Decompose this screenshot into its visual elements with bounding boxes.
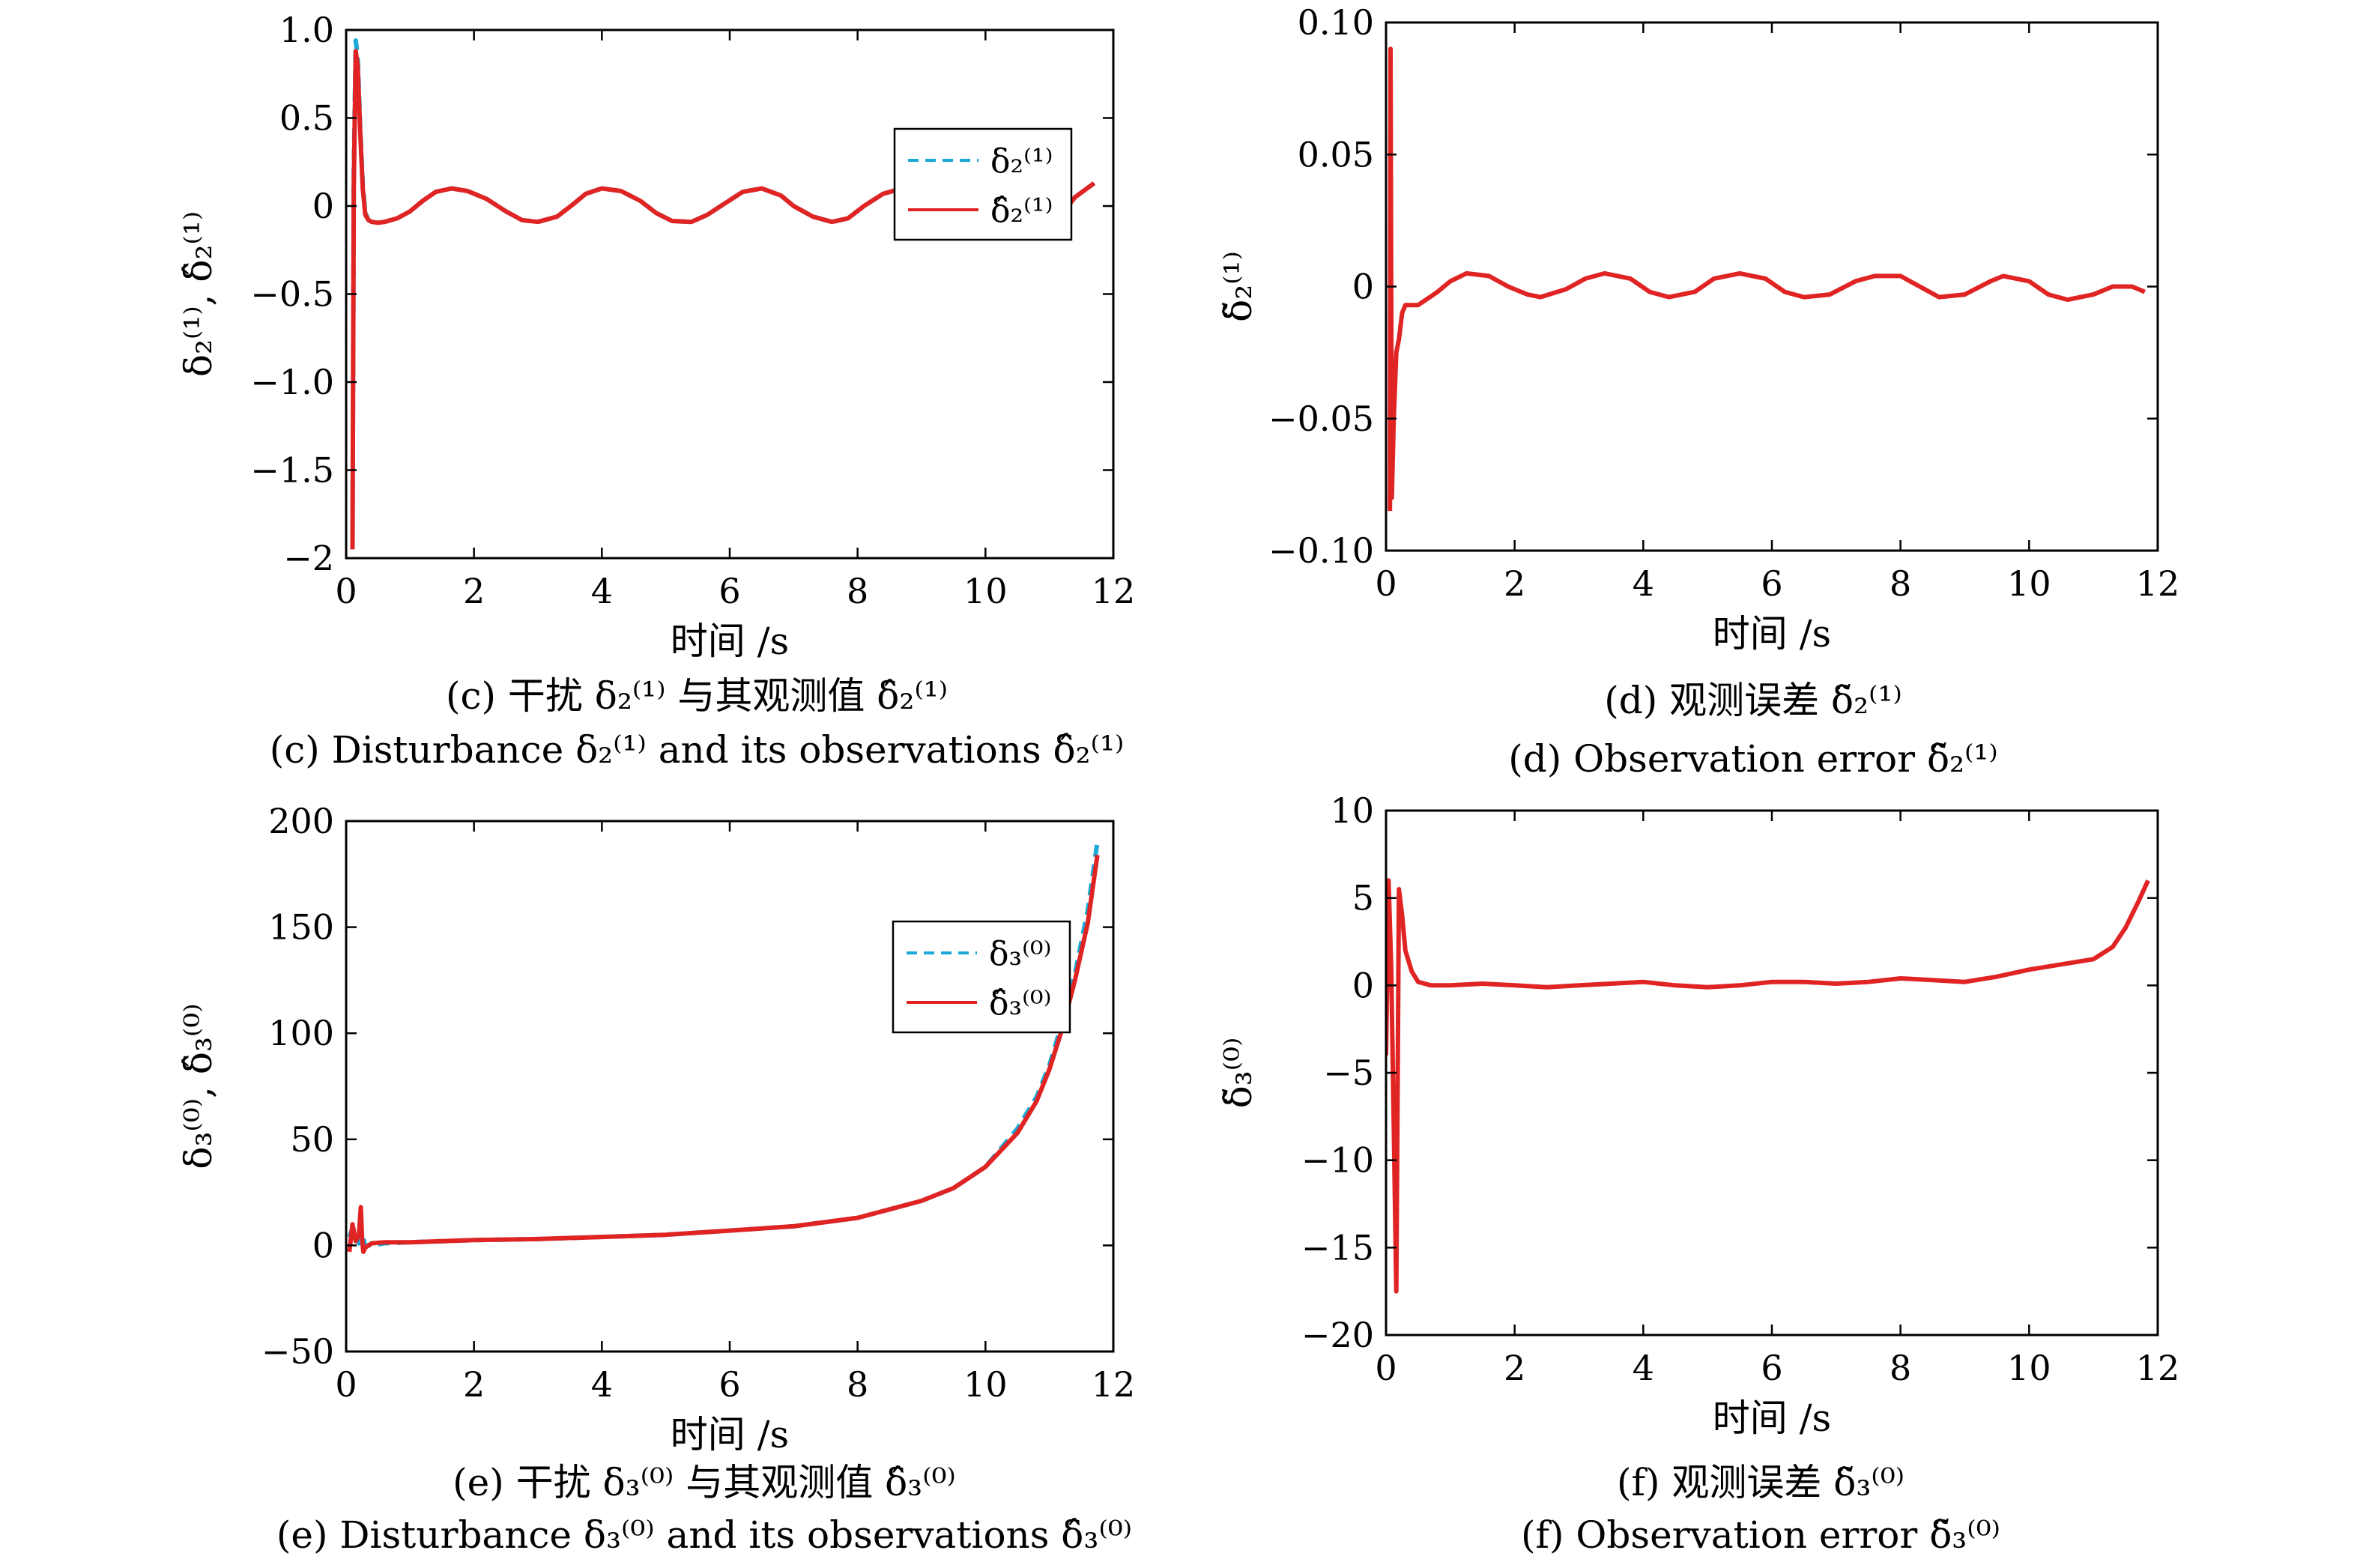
legend-box xyxy=(893,127,1073,241)
x-tick-label: 4 xyxy=(591,571,613,611)
y-tick-label: −1.5 xyxy=(250,450,334,491)
y-tick-label: −0.05 xyxy=(1268,399,1374,439)
y-tick-label: 100 xyxy=(268,1013,334,1053)
x-tick-label: 4 xyxy=(591,1364,613,1405)
x-tick-label: 10 xyxy=(963,1364,1008,1405)
plot-frame xyxy=(345,28,1115,560)
x-tick-label: 12 xyxy=(2136,563,2180,604)
y-tick-label: 0 xyxy=(312,1225,334,1265)
y-tick-label: 1.0 xyxy=(279,10,334,50)
x-tick-label: 8 xyxy=(1889,563,1911,604)
panel-d: 0 2 4 6 8 10 12 0.10 0.05 0 −0.05 −0.10 时间 /s δ̃₂⁽¹⁾ xyxy=(1217,2,2179,656)
y-tick-label: 0.05 xyxy=(1298,134,1374,175)
x-tick-label: 2 xyxy=(1504,563,1525,604)
y-axis-label: δ̃₂⁽¹⁾ xyxy=(1217,251,1260,322)
panel-f: 0 2 4 6 8 10 12 10 5 0 −5 −10 −15 −20 时间 /s δ̃₃⁽⁰⁾ xyxy=(1217,790,2179,1440)
y-axis-label: δ̃₃⁽⁰⁾ xyxy=(1217,1038,1260,1109)
x-tick-label: 0 xyxy=(1375,563,1397,604)
y-tick-label: −10 xyxy=(1301,1140,1374,1181)
caption-f-cn: (f) 观测误差 δ̃₃⁽⁰⁾ xyxy=(1617,1461,1904,1504)
x-axis-label: 时间 /s xyxy=(1713,1396,1831,1440)
x-tick-label: 0 xyxy=(335,1364,357,1405)
plot-frame xyxy=(1385,809,2159,1337)
x-axis-label: 时间 /s xyxy=(671,620,789,663)
caption-c-cn: (c) 干扰 δ₂⁽¹⁾ 与其观测值 δ̂₂⁽¹⁾ xyxy=(446,674,948,718)
y-tick-label: −20 xyxy=(1301,1315,1374,1355)
x-tick-label: 4 xyxy=(1633,563,1654,604)
caption-c-en: (c) Disturbance δ₂⁽¹⁾ and its observatio… xyxy=(270,728,1125,772)
x-tick-label: 6 xyxy=(1761,1348,1782,1388)
x-tick-label: 2 xyxy=(1504,1348,1525,1388)
y-tick-label: 0 xyxy=(1352,267,1374,307)
x-tick-label: 10 xyxy=(2007,563,2051,604)
x-tick-label: 0 xyxy=(1375,1348,1397,1388)
series-line-true xyxy=(350,38,1096,550)
y-axis-label: δ₂⁽¹⁾, δ̂₂⁽¹⁾ xyxy=(177,211,220,377)
x-tick-label: 2 xyxy=(463,571,485,611)
x-tick-label: 12 xyxy=(2136,1348,2180,1388)
legend-label: δ̂₃⁽⁰⁾ xyxy=(989,984,1051,1023)
panel-c: 0 2 4 6 8 10 12 1.0 0.5 0 −0.5 −1.0 −1.5 −2 时间 /s δ₂⁽¹⁾… xyxy=(177,10,1135,663)
series-line-estimate xyxy=(1386,878,2150,1294)
y-tick-label: 50 xyxy=(290,1119,334,1160)
x-tick-label: 6 xyxy=(718,1364,740,1405)
plot-frame xyxy=(1385,21,2159,552)
x-tick-label: 10 xyxy=(963,571,1008,611)
x-tick-label: 12 xyxy=(1092,1364,1136,1405)
x-tick-label: 12 xyxy=(1092,571,1136,611)
legend-label: δ₃⁽⁰⁾ xyxy=(989,935,1051,973)
caption-d-en: (d) Observation error δ̃₂⁽¹⁾ xyxy=(1508,737,1997,781)
y-tick-label: −5 xyxy=(1323,1053,1374,1093)
y-tick-label: −50 xyxy=(261,1331,334,1372)
series-line-estimate xyxy=(1388,46,2146,512)
x-tick-label: 8 xyxy=(847,571,868,611)
y-tick-label: 0.5 xyxy=(279,98,334,139)
series-line-estimate xyxy=(347,854,1100,1254)
legend-label: δ₂⁽¹⁾ xyxy=(990,142,1053,181)
y-tick-label: −0.5 xyxy=(250,274,334,315)
legend-label: δ̂₂⁽¹⁾ xyxy=(990,192,1053,230)
x-axis-label: 时间 /s xyxy=(1713,612,1831,656)
caption-e-cn: (e) 干扰 δ₃⁽⁰⁾ 与其观测值 δ̂₃⁽⁰⁾ xyxy=(453,1461,956,1504)
y-tick-label: −0.10 xyxy=(1268,530,1374,571)
x-tick-label: 0 xyxy=(335,571,357,611)
caption-d-cn: (d) 观测误差 δ̃₂⁽¹⁾ xyxy=(1604,679,1902,722)
caption-e-en: (e) Disturbance δ₃⁽⁰⁾ and its observatio… xyxy=(276,1513,1132,1557)
caption-f-en: (f) Observation error δ̃₃⁽⁰⁾ xyxy=(1521,1513,2000,1557)
y-tick-label: −2 xyxy=(283,538,334,578)
x-tick-label: 8 xyxy=(1889,1348,1911,1388)
series-line-estimate xyxy=(350,49,1096,550)
y-tick-label: 200 xyxy=(268,801,334,841)
y-tick-label: 0 xyxy=(1352,965,1374,1005)
x-tick-label: 4 xyxy=(1633,1348,1654,1388)
x-tick-label: 2 xyxy=(463,1364,485,1405)
y-tick-label: −15 xyxy=(1301,1227,1374,1268)
y-tick-label: 0 xyxy=(312,186,334,226)
plot-frame xyxy=(345,820,1115,1353)
y-tick-label: 150 xyxy=(268,907,334,948)
x-tick-label: 6 xyxy=(1761,563,1782,604)
series-line-true xyxy=(347,841,1100,1248)
legend-box xyxy=(892,920,1071,1034)
y-tick-label: −1.0 xyxy=(250,362,334,402)
y-tick-label: 10 xyxy=(1330,790,1374,831)
y-tick-label: 5 xyxy=(1352,878,1374,918)
y-tick-label: 0.10 xyxy=(1298,2,1374,43)
x-tick-label: 10 xyxy=(2007,1348,2051,1388)
x-axis-label: 时间 /s xyxy=(671,1413,789,1456)
x-tick-label: 8 xyxy=(847,1364,868,1405)
y-axis-label: δ₃⁽⁰⁾, δ̂₃⁽⁰⁾ xyxy=(177,1003,220,1169)
x-tick-label: 6 xyxy=(718,571,740,611)
